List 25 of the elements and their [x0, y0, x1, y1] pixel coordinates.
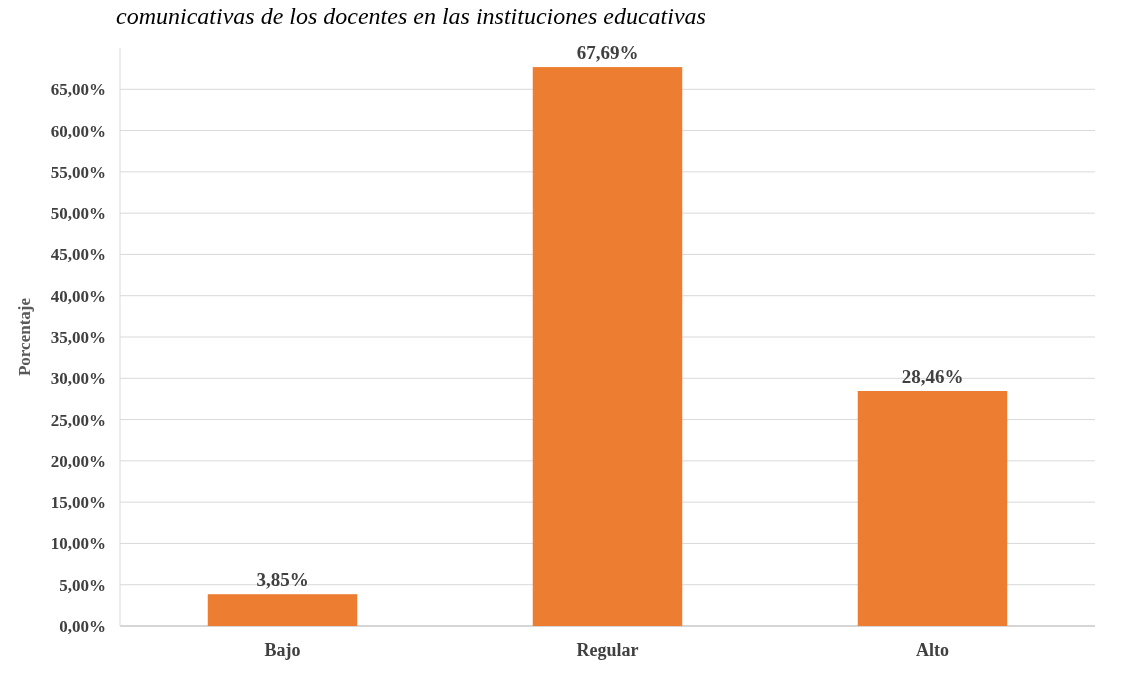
y-tick-label: 60,00%: [50, 121, 106, 141]
y-tick-label: 0,00%: [59, 616, 106, 636]
y-axis-title: Porcentaje: [15, 297, 34, 377]
y-tick-label: 50,00%: [50, 204, 106, 224]
y-tick-label: 35,00%: [50, 327, 106, 347]
y-tick-label: 40,00%: [50, 286, 106, 306]
y-tick-label: 65,00%: [50, 80, 106, 100]
data-label: 67,69%: [576, 42, 639, 64]
bar: [857, 391, 1008, 626]
y-tick-label: 20,00%: [50, 451, 106, 471]
y-tick-label: 15,00%: [50, 493, 106, 513]
x-tick-label: Regular: [576, 640, 639, 660]
data-label: 28,46%: [901, 366, 964, 387]
y-tick-label: 30,00%: [50, 369, 106, 389]
data-label: 3,85%: [256, 569, 309, 591]
y-tick-label: 5,00%: [59, 575, 106, 595]
x-tick-label: Alto: [916, 640, 949, 660]
y-tick-label: 10,00%: [50, 534, 106, 554]
y-tick-label: 25,00%: [50, 410, 106, 430]
bar: [207, 594, 358, 626]
x-tick-label: Bajo: [264, 640, 301, 660]
chart-title: comunicativas de los docentes en las instituciones educativas: [116, 3, 706, 29]
y-tick-label: 45,00%: [50, 245, 106, 265]
y-tick-label: 55,00%: [50, 162, 106, 182]
bar: [532, 67, 683, 626]
